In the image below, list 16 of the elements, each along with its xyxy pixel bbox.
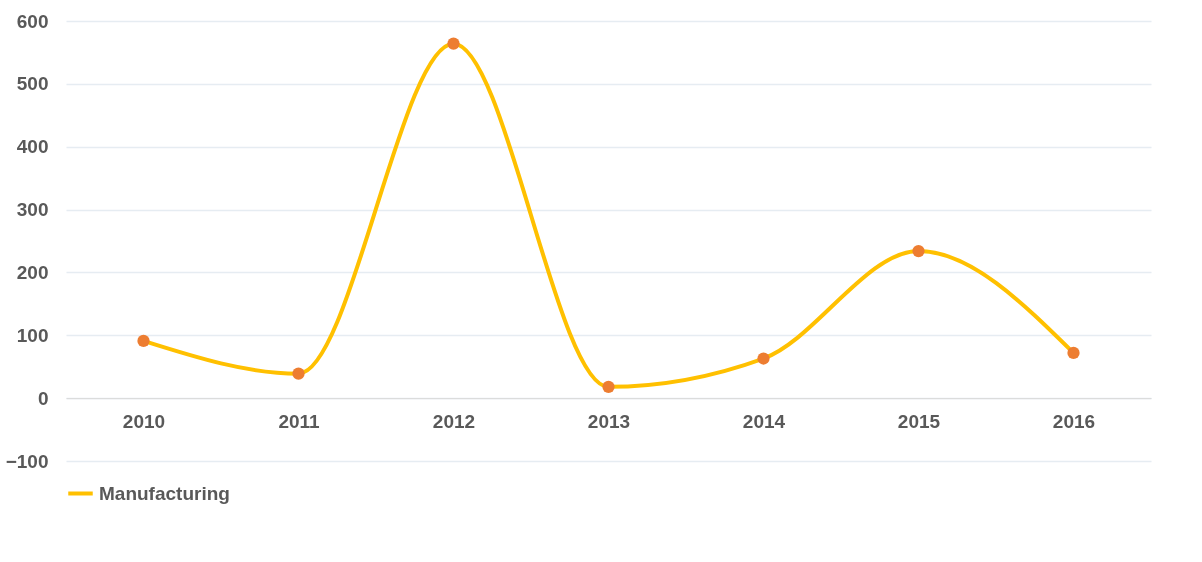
x-tick-label: 2011	[278, 410, 321, 432]
y-tick-label: 200	[16, 261, 49, 283]
x-tick-label: 2014	[742, 410, 786, 432]
y-tick-label: 500	[16, 73, 49, 95]
legend-label: Manufacturing	[99, 482, 230, 504]
x-tick-label: 2010	[122, 410, 166, 432]
x-tick-label: 2016	[1052, 410, 1096, 432]
x-tick-label: 2013	[587, 410, 631, 432]
x-tick-label: 2012	[432, 410, 476, 432]
y-tick-label: 100	[16, 324, 49, 346]
y-tick-label: 0	[37, 387, 49, 409]
y-tick-label: 400	[16, 136, 49, 158]
y-tick-label: 300	[16, 199, 49, 221]
x-tick-label: 2015	[897, 410, 941, 432]
y-tick-label: 600	[16, 10, 49, 32]
y-tick-label: −100	[5, 450, 49, 472]
